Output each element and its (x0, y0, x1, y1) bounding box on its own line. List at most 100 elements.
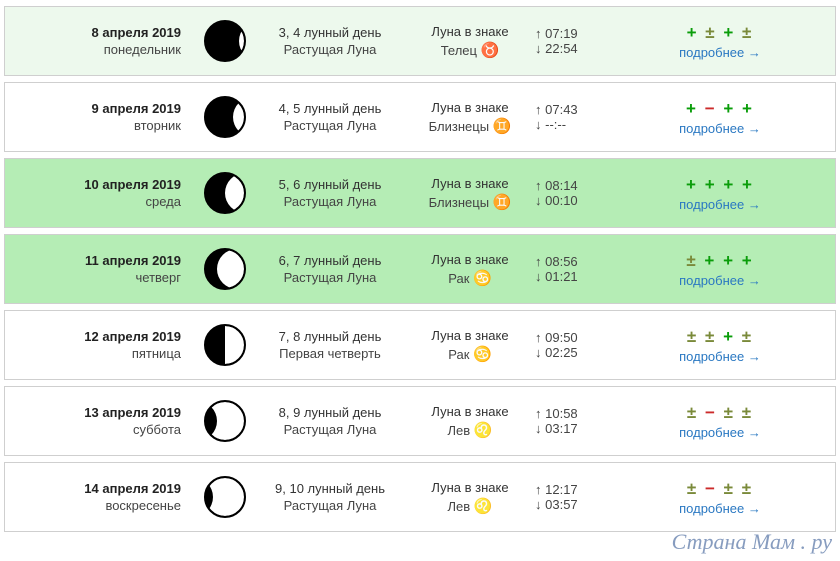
calendar-row: 9 апреля 2019 вторник 4, 5 лунный день Р… (4, 82, 836, 152)
phase-name-text: Растущая Луна (255, 194, 405, 209)
weekday-text: среда (5, 194, 181, 209)
lunar-day-column: 9, 10 лунный день Растущая Луна (255, 481, 405, 513)
zodiac-column: Луна в знаке Близнецы ♊ (405, 100, 535, 135)
lunar-day-text: 4, 5 лунный день (255, 101, 405, 116)
calendar-row: 13 апреля 2019 суббота 8, 9 лунный день … (4, 386, 836, 456)
zodiac-name: Близнецы ♊ (405, 193, 535, 211)
zodiac-column: Луна в знаке Телец ♉ (405, 24, 535, 59)
moonset-text: ↓ --:-- (535, 117, 615, 132)
zodiac-label: Луна в знаке (405, 100, 535, 115)
date-text: 12 апреля 2019 (5, 329, 181, 344)
moon-phase-icon (195, 171, 255, 215)
watermark-text: Страна Мам . ру (672, 529, 832, 555)
date-column: 8 апреля 2019 понедельник (5, 25, 195, 57)
phase-name-text: Растущая Луна (255, 422, 405, 437)
calendar-row: 12 апреля 2019 пятница 7, 8 лунный день … (4, 310, 836, 380)
moonset-text: ↓ 02:25 (535, 345, 615, 360)
date-text: 10 апреля 2019 (5, 177, 181, 192)
rating-column: ± − ± ± подробнее → (615, 403, 815, 440)
date-text: 14 апреля 2019 (5, 481, 181, 496)
date-column: 11 апреля 2019 четверг (5, 253, 195, 285)
zodiac-label: Луна в знаке (405, 176, 535, 191)
zodiac-symbol-icon: ♊ (493, 194, 512, 211)
lunar-day-text: 3, 4 лунный день (255, 25, 405, 40)
zodiac-name: Близнецы ♊ (405, 117, 535, 135)
zodiac-name: Лев ♌ (405, 497, 535, 515)
details-link[interactable]: подробнее → (679, 501, 761, 516)
lunar-day-text: 7, 8 лунный день (255, 329, 405, 344)
weekday-text: воскресенье (5, 498, 181, 513)
zodiac-column: Луна в знаке Лев ♌ (405, 404, 535, 439)
moon-phase-icon (195, 399, 255, 443)
zodiac-name: Рак ♋ (405, 345, 535, 363)
lunar-day-column: 8, 9 лунный день Растущая Луна (255, 405, 405, 437)
moon-phase-icon (195, 323, 255, 367)
zodiac-label: Луна в знаке (405, 24, 535, 39)
rating-icons: + + + + (625, 175, 815, 195)
zodiac-symbol-icon: ♌ (474, 498, 493, 515)
rating-column: ± + + + подробнее → (615, 251, 815, 288)
details-link[interactable]: подробнее → (679, 45, 761, 60)
lunar-day-column: 6, 7 лунный день Растущая Луна (255, 253, 405, 285)
details-link[interactable]: подробнее → (679, 349, 761, 364)
zodiac-column: Луна в знаке Рак ♋ (405, 252, 535, 287)
moonset-text: ↓ 03:17 (535, 421, 615, 436)
lunar-day-text: 9, 10 лунный день (255, 481, 405, 496)
times-column: ↑ 12:17 ↓ 03:57 (535, 482, 615, 512)
date-column: 12 апреля 2019 пятница (5, 329, 195, 361)
lunar-day-column: 4, 5 лунный день Растущая Луна (255, 101, 405, 133)
zodiac-symbol-icon: ♊ (493, 118, 512, 135)
moonrise-text: ↑ 10:58 (535, 406, 615, 421)
moonrise-text: ↑ 07:19 (535, 26, 615, 41)
lunar-day-text: 6, 7 лунный день (255, 253, 405, 268)
zodiac-column: Луна в знаке Близнецы ♊ (405, 176, 535, 211)
details-link[interactable]: подробнее → (679, 273, 761, 288)
phase-name-text: Растущая Луна (255, 42, 405, 57)
zodiac-label: Луна в знаке (405, 252, 535, 267)
moon-phase-icon (195, 19, 255, 63)
calendar-row: 8 апреля 2019 понедельник 3, 4 лунный де… (4, 6, 836, 76)
rating-icons: + − + + (625, 99, 815, 119)
lunar-day-column: 5, 6 лунный день Растущая Луна (255, 177, 405, 209)
calendar-row: 10 апреля 2019 среда 5, 6 лунный день Ра… (4, 158, 836, 228)
zodiac-label: Луна в знаке (405, 328, 535, 343)
zodiac-name: Рак ♋ (405, 269, 535, 287)
moonrise-text: ↑ 09:50 (535, 330, 615, 345)
times-column: ↑ 10:58 ↓ 03:17 (535, 406, 615, 436)
moon-phase-icon (195, 95, 255, 139)
zodiac-name: Лев ♌ (405, 421, 535, 439)
times-column: ↑ 08:14 ↓ 00:10 (535, 178, 615, 208)
rating-icons: ± − ± ± (625, 403, 815, 423)
moonrise-text: ↑ 07:43 (535, 102, 615, 117)
weekday-text: четверг (5, 270, 181, 285)
moonset-text: ↓ 03:57 (535, 497, 615, 512)
lunar-day-text: 8, 9 лунный день (255, 405, 405, 420)
details-link[interactable]: подробнее → (679, 425, 761, 440)
date-text: 8 апреля 2019 (5, 25, 181, 40)
lunar-calendar-list: 8 апреля 2019 понедельник 3, 4 лунный де… (4, 6, 836, 532)
rating-column: ± ± + ± подробнее → (615, 327, 815, 364)
phase-name-text: Растущая Луна (255, 270, 405, 285)
rating-column: + + + + подробнее → (615, 175, 815, 212)
zodiac-symbol-icon: ♋ (473, 270, 492, 287)
calendar-row: 14 апреля 2019 воскресенье 9, 10 лунный … (4, 462, 836, 532)
rating-icons: ± − ± ± (625, 479, 815, 499)
rating-icons: + ± + ± (625, 23, 815, 43)
zodiac-column: Луна в знаке Рак ♋ (405, 328, 535, 363)
lunar-day-column: 7, 8 лунный день Первая четверть (255, 329, 405, 361)
moon-phase-icon (195, 247, 255, 291)
date-text: 11 апреля 2019 (5, 253, 181, 268)
zodiac-column: Луна в знаке Лев ♌ (405, 480, 535, 515)
weekday-text: суббота (5, 422, 181, 437)
weekday-text: вторник (5, 118, 181, 133)
zodiac-label: Луна в знаке (405, 404, 535, 419)
details-link[interactable]: подробнее → (679, 197, 761, 212)
times-column: ↑ 09:50 ↓ 02:25 (535, 330, 615, 360)
moonrise-text: ↑ 12:17 (535, 482, 615, 497)
moonset-text: ↓ 01:21 (535, 269, 615, 284)
zodiac-symbol-icon: ♋ (473, 346, 492, 363)
weekday-text: пятница (5, 346, 181, 361)
details-link[interactable]: подробнее → (679, 121, 761, 136)
moonset-text: ↓ 22:54 (535, 41, 615, 56)
rating-column: + ± + ± подробнее → (615, 23, 815, 60)
